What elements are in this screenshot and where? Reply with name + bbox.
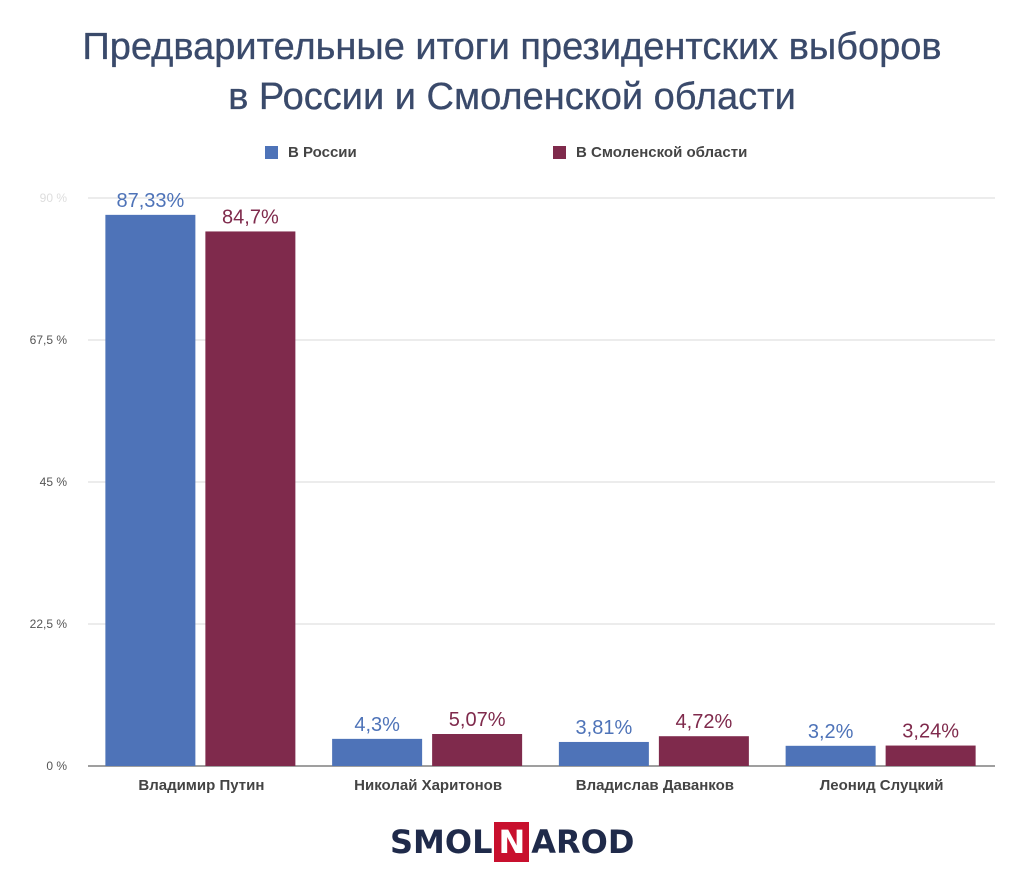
bar <box>558 741 649 766</box>
x-tick-label: Владимир Путин <box>138 777 264 794</box>
legend-swatch-smolensk <box>553 146 566 159</box>
chart-title-line-2: в России и Смоленской области <box>228 76 796 118</box>
bar <box>432 734 523 766</box>
x-tick-label: Николай Харитонов <box>354 777 502 794</box>
bar <box>105 214 196 767</box>
data-label: 5,07% <box>449 709 506 731</box>
data-label: 4,3% <box>354 714 400 736</box>
logo-text-1: SMOL <box>390 823 493 861</box>
legend-label-russia: В России <box>288 144 357 161</box>
data-label: 84,7% <box>222 206 279 228</box>
bar <box>885 745 976 766</box>
bar <box>785 745 876 766</box>
legend-swatch-russia <box>265 146 278 159</box>
y-tick-label: 22,5 % <box>30 617 68 631</box>
data-label: 3,81% <box>576 717 633 739</box>
legend-item-smolensk: В Смоленской области <box>553 144 747 161</box>
legend-item-russia: В России <box>265 144 357 161</box>
bar <box>658 736 749 766</box>
y-tick-label: 67,5 % <box>30 333 68 347</box>
data-label: 4,72% <box>676 711 733 733</box>
x-tick-label: Леонид Слуцкий <box>820 777 944 794</box>
y-tick-label: 0 % <box>46 759 67 773</box>
data-label: 87,33% <box>116 190 184 212</box>
logo-text-3: AROD <box>531 823 635 861</box>
logo-text-2: N <box>494 822 530 862</box>
smolnarod-logo: SMOL N AROD <box>390 822 634 862</box>
y-tick-label: 45 % <box>40 475 68 489</box>
chart-title-line-1: Предварительные итоги президентских выбо… <box>82 26 942 68</box>
bar <box>332 738 423 766</box>
data-label: 3,2% <box>808 721 854 743</box>
legend-label-smolensk: В Смоленской области <box>576 144 748 161</box>
data-label: 3,24% <box>902 721 959 743</box>
y-tick-label: 90 % <box>40 191 68 205</box>
x-tick-label: Владислав Даванков <box>576 777 734 794</box>
bar <box>205 231 296 767</box>
